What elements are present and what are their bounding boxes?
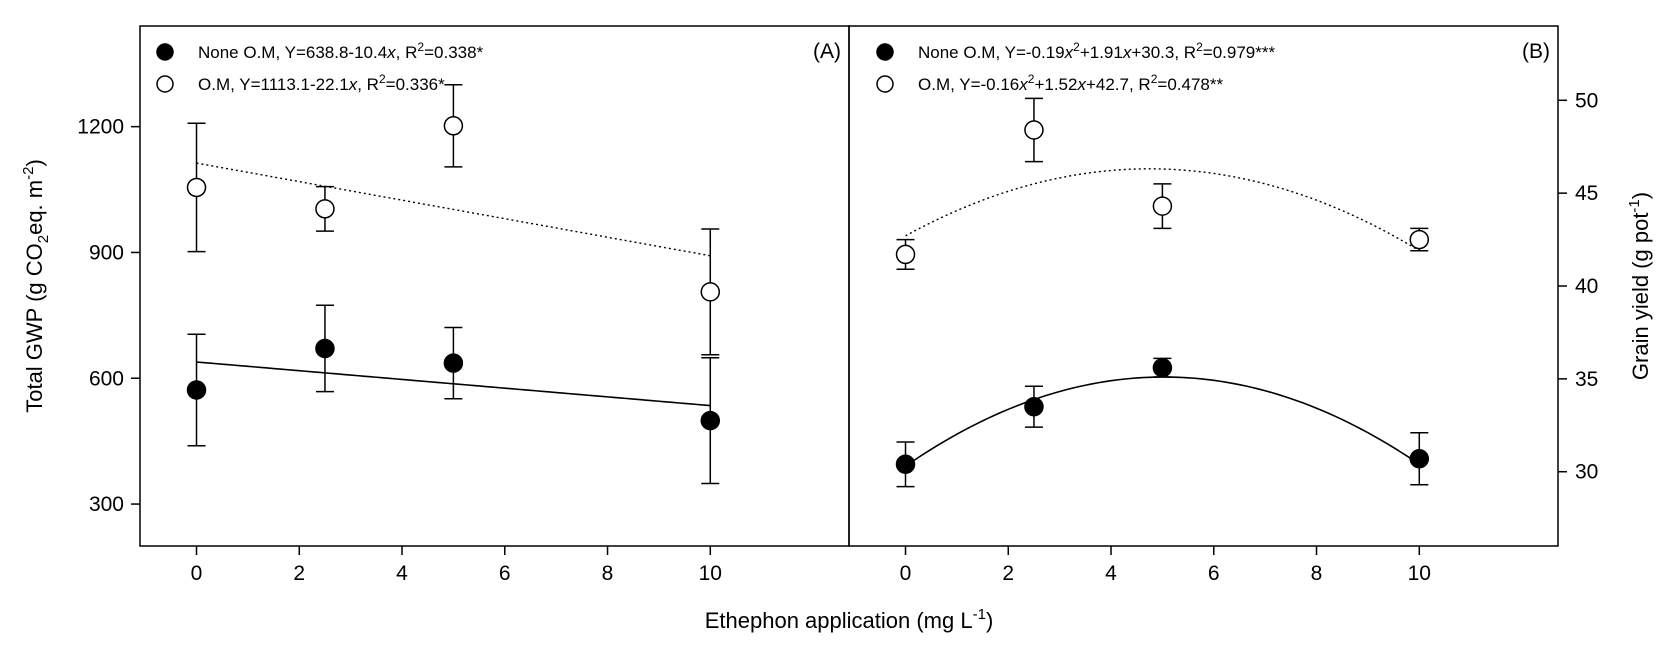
data-point-om	[1024, 120, 1044, 140]
y-tick-label: 30	[1575, 461, 1598, 484]
eq-text: =0.979***	[1203, 43, 1276, 62]
fit-line-om	[905, 168, 1420, 252]
x-tick-label: 0	[191, 562, 203, 585]
eq-text: =0.336*	[386, 75, 445, 94]
y-tick-label: 50	[1575, 89, 1598, 112]
panel-a-frame	[139, 25, 850, 547]
data-point-none-om	[895, 454, 916, 475]
eq-variable: x	[348, 75, 358, 94]
data-point-om	[315, 199, 335, 219]
xlabel-text: Ethephon application (mg L	[705, 608, 973, 633]
ylabel-text: Grain yield (g pot	[1628, 213, 1653, 381]
x-tick-label: 0	[900, 562, 912, 585]
data-point-om	[895, 244, 916, 265]
eq-variable: x	[1018, 75, 1028, 94]
x-tick-label: 6	[1208, 562, 1220, 585]
data-point-none-om	[315, 338, 335, 359]
ylabel-text: )	[1628, 192, 1653, 199]
ylabel-superscript: -2	[20, 167, 37, 180]
legend-b-marker-om	[876, 75, 894, 93]
y-tick-label: 40	[1575, 275, 1598, 298]
panel-b-label: (B)	[1522, 40, 1550, 63]
y-tick-label: 1200	[77, 116, 124, 139]
y-tick-label: 900	[89, 241, 124, 264]
eq-superscript: 2	[417, 40, 424, 54]
fit-line-none-om	[905, 376, 1420, 467]
data-point-none-om	[700, 410, 721, 431]
y-axis-title-left: Total GWP (g CO2eq. m-2)	[20, 159, 52, 413]
eq-text: =0.338*	[424, 43, 483, 62]
x-tick-label: 2	[1002, 562, 1014, 585]
panel-b-legend: None O.M, Y=-0.19x2+1.91x+30.3, R2=0.979…	[876, 40, 1275, 94]
legend-b-marker-none-om	[876, 43, 894, 61]
data-point-om	[186, 177, 207, 198]
x-tick-label: 10	[1408, 562, 1431, 585]
data-point-none-om	[1409, 448, 1430, 469]
panel-a-axes: 0 2 4 6 8 10 300 600 900 1200	[77, 116, 722, 585]
eq-superscript: 2	[1196, 40, 1203, 54]
x-tick-label: 4	[396, 562, 408, 585]
eq-variable: x	[1076, 75, 1086, 94]
panel-b-plot	[895, 97, 1430, 488]
eq-text: O.M, Y=-0.16	[918, 75, 1019, 94]
legend-a-marker-none-om	[156, 43, 174, 61]
x-tick-label: 6	[499, 562, 511, 585]
y-tick-label: 35	[1575, 368, 1598, 391]
eq-text: +42.7, R	[1086, 75, 1151, 94]
ylabel-subscript: 2	[35, 235, 52, 243]
eq-superscript: 2	[1151, 72, 1158, 86]
x-tick-label: 2	[293, 562, 305, 585]
data-point-om	[1152, 196, 1173, 216]
eq-text: =0.478**	[1157, 75, 1223, 94]
panel-b-axes: 0 2 4 6 8 10 30 35 40 45 50	[900, 89, 1599, 585]
ylabel-text: eq. m	[22, 180, 47, 235]
data-point-om	[1409, 229, 1430, 250]
eq-superscript: 2	[379, 72, 386, 86]
x-tick-label: 4	[1105, 562, 1117, 585]
eq-text: +1.52	[1034, 75, 1077, 94]
y-axis-title-right: Grain yield (g pot-1)	[1626, 192, 1653, 380]
data-point-none-om	[186, 380, 207, 400]
panel-b-frame	[848, 25, 1559, 547]
fit-line-om	[196, 162, 711, 257]
eq-text: +30.3, R	[1131, 43, 1196, 62]
eq-variable: x	[1122, 43, 1132, 62]
xlabel-text: )	[986, 608, 993, 633]
panel-a-legend: None O.M, Y=638.8-10.4x, R2=0.338* O.M, …	[156, 40, 484, 94]
eq-text: None O.M, Y=-0.19	[918, 43, 1065, 62]
legend-b-equation-none-om: None O.M, Y=-0.19x2+1.91x+30.3, R2=0.979…	[918, 40, 1275, 62]
data-point-om	[443, 116, 464, 136]
legend-a-equation-om: O.M, Y=1113.1-22.1x, R2=0.336*	[198, 72, 445, 94]
eq-text: None O.M, Y=638.8-10.4	[198, 43, 387, 62]
x-tick-label: 8	[602, 562, 614, 585]
data-point-none-om	[443, 353, 464, 373]
eq-variable: x	[1064, 43, 1074, 62]
legend-b-equation-om: O.M, Y=-0.16x2+1.52x+42.7, R2=0.478**	[918, 72, 1223, 94]
data-point-none-om	[1152, 357, 1173, 378]
ylabel-text: Total GWP (g CO	[22, 243, 47, 413]
eq-text: , R	[357, 75, 379, 94]
panel-a-label: (A)	[813, 40, 841, 63]
panel-a-plot	[186, 83, 721, 485]
eq-text: , R	[396, 43, 418, 62]
ylabel-superscript: -1	[1626, 199, 1643, 212]
eq-text: O.M, Y=1113.1-22.1	[198, 75, 349, 94]
ylabel-text: )	[22, 159, 47, 166]
eq-variable: x	[386, 43, 396, 62]
eq-superscript: 2	[1073, 40, 1080, 54]
xlabel-superscript: -1	[973, 606, 986, 623]
eq-text: +1.91	[1080, 43, 1123, 62]
x-tick-label: 8	[1311, 562, 1323, 585]
legend-a-equation-none-om: None O.M, Y=638.8-10.4x, R2=0.338*	[198, 40, 484, 62]
eq-superscript: 2	[1028, 72, 1035, 86]
y-tick-label: 600	[89, 367, 124, 390]
x-axis-title: Ethephon application (mg L-1)	[705, 606, 994, 633]
x-tick-label: 10	[699, 562, 722, 585]
legend-a-marker-om	[156, 75, 174, 93]
data-point-none-om	[1024, 396, 1044, 417]
y-tick-label: 45	[1575, 182, 1598, 205]
y-tick-label: 300	[89, 493, 124, 516]
data-point-om	[700, 282, 721, 302]
